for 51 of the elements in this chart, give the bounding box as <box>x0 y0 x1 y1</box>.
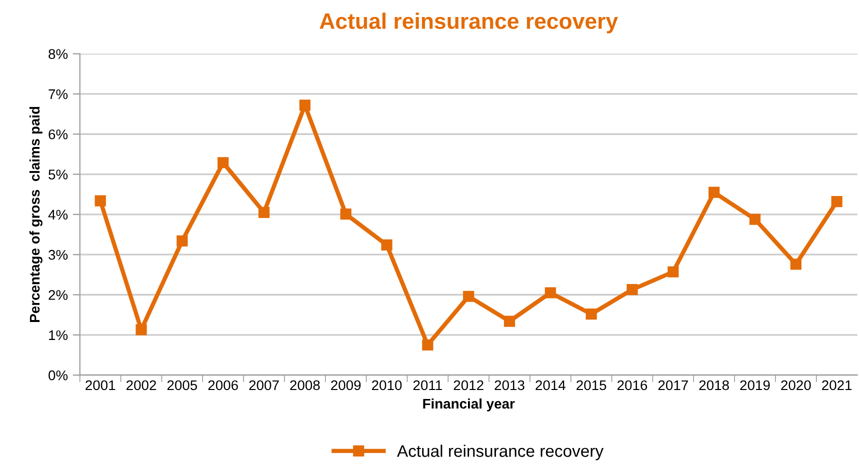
y-axis-title: Percentage of gross claims paid <box>29 106 42 322</box>
x-tick-label: 2009 <box>331 380 361 390</box>
point <box>340 208 352 220</box>
x-tick-label: 2002 <box>126 380 156 390</box>
x-tick-label: 2019 <box>740 380 770 390</box>
y-tick-label: 3% <box>48 250 68 260</box>
x-tick-label: 2018 <box>699 380 729 390</box>
x-tick-label: 2021 <box>822 380 852 390</box>
point <box>790 258 802 270</box>
x-tick-label: 2011 <box>413 380 442 390</box>
point <box>94 195 106 206</box>
legend-label: Actual reinsurance recovery <box>397 444 604 460</box>
point <box>258 206 270 218</box>
point <box>299 100 310 111</box>
x-tick-label: 2006 <box>208 380 238 390</box>
y-tick-label: 4% <box>48 210 68 220</box>
x-tick-label: 2017 <box>658 380 688 390</box>
x-tick-label: 2001 <box>86 380 116 390</box>
point <box>381 239 392 251</box>
x-tick-label: 2007 <box>249 380 279 390</box>
point <box>218 157 229 168</box>
y-tick-label: 8% <box>48 49 68 59</box>
point <box>749 214 761 225</box>
x-axis-title: Financial year <box>423 398 515 412</box>
point <box>504 316 516 327</box>
chart-title: Actual reinsurance recovery <box>320 12 618 34</box>
point <box>544 287 556 298</box>
x-tick-label: 2014 <box>536 380 566 390</box>
x-tick-label: 2013 <box>494 380 524 390</box>
x-tick-label: 2010 <box>372 380 402 390</box>
x-tick-label: 2020 <box>781 380 811 390</box>
y-tick-label: 1% <box>49 330 68 340</box>
y-tick-label: 2% <box>48 290 68 300</box>
x-tick-label: 2012 <box>454 380 484 390</box>
x-tick-label: 2016 <box>618 380 648 390</box>
point <box>463 290 474 302</box>
point <box>176 235 188 246</box>
x-tick-label: 2015 <box>576 380 606 390</box>
x-tick-label: 2008 <box>290 380 320 390</box>
y-tick-label: 6% <box>48 129 68 140</box>
point <box>422 339 434 351</box>
point <box>136 324 147 336</box>
x-tick-label: 2005 <box>167 380 198 390</box>
point <box>668 266 679 278</box>
point <box>626 284 638 296</box>
y-tick-label: 0% <box>48 370 68 380</box>
point <box>831 196 842 208</box>
point <box>586 308 597 320</box>
y-tick-label: 7% <box>48 89 68 100</box>
y-tick-label: 5% <box>48 170 68 180</box>
point <box>708 186 720 198</box>
